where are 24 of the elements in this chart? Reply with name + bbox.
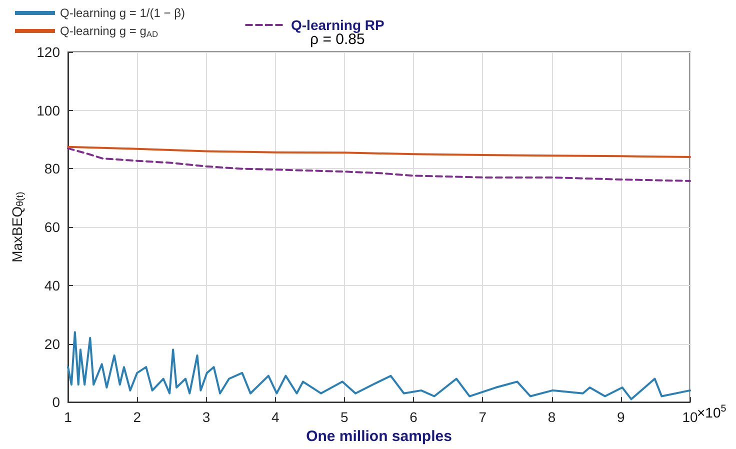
line-series bbox=[67, 331, 691, 400]
y-tick-label: 40 bbox=[44, 277, 60, 294]
legend-label: Q-learning g = 1/(1 − β) bbox=[60, 6, 185, 20]
legend-label: Q-learning RP bbox=[291, 17, 384, 33]
y-axis-title: MaxBEQθ(t) bbox=[9, 192, 26, 262]
y-tick-label: 100 bbox=[36, 102, 60, 118]
x-tick-label: 6 bbox=[410, 409, 418, 426]
y-tick-label: 120 bbox=[36, 44, 60, 60]
x-tick-label: 1 bbox=[64, 409, 72, 426]
x-tick-label: 7 bbox=[478, 409, 487, 426]
y-tick-label: 0 bbox=[52, 394, 60, 410]
x-tick-label: 10 bbox=[682, 409, 698, 426]
x-tick-label: 9 bbox=[616, 409, 625, 426]
y-tick-label: 80 bbox=[44, 160, 60, 177]
x-tick-label: 8 bbox=[548, 409, 556, 426]
y-tick-label: 20 bbox=[44, 336, 60, 352]
y-tick-label: 60 bbox=[44, 219, 60, 236]
x-tick-label: 3 bbox=[202, 409, 210, 426]
x-axis-title: One million samples bbox=[306, 428, 452, 445]
line-series bbox=[67, 146, 691, 158]
x-tick-label: 5 bbox=[340, 409, 349, 426]
x-tick-label: 4 bbox=[271, 409, 280, 426]
line-series bbox=[67, 147, 691, 182]
x-tick-label: 2 bbox=[133, 409, 142, 426]
